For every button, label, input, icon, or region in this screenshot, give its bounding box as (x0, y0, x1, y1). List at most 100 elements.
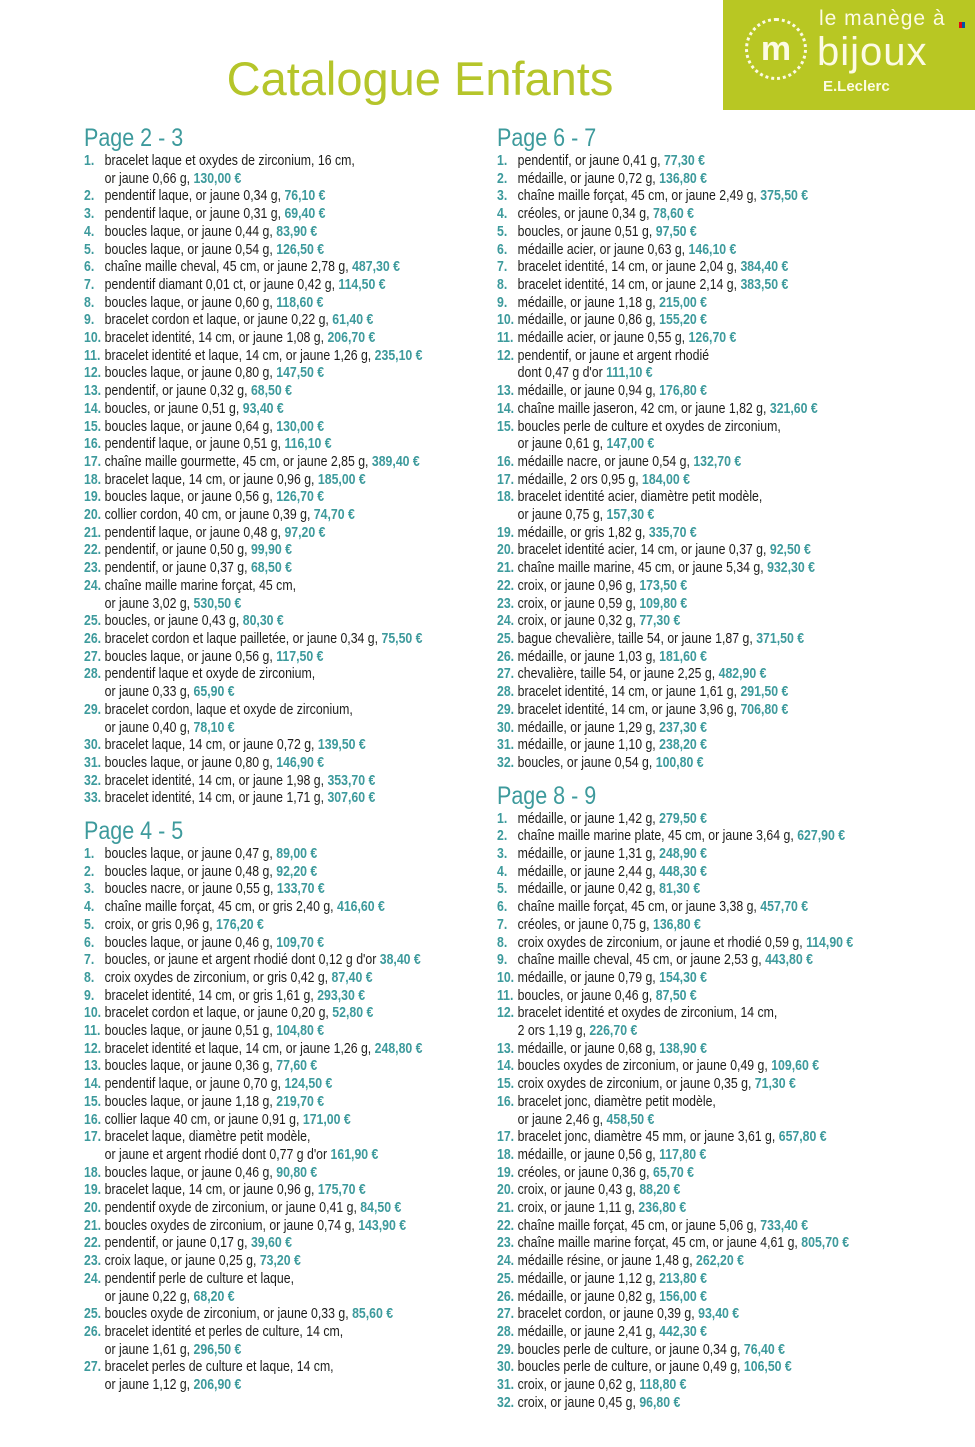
item-number: 10. (497, 969, 515, 986)
catalogue-item-continuation: dont 0,47 g d'or 111,10 € (497, 365, 893, 383)
catalogue-item: 19. boucles laque, or jaune 0,56 g, 126,7… (84, 489, 480, 507)
item-price: 130,00 € (276, 418, 325, 435)
item-price: 126,50 € (276, 241, 325, 258)
item-number: 1. (84, 153, 95, 169)
catalogue-item: 20. collier cordon, 40 cm, or jaune 0,39 … (84, 507, 480, 525)
emblem-letter: m (760, 30, 792, 68)
item-text: boucles laque, or jaune 0,60 g, (104, 294, 273, 311)
catalogue-item: 2. pendentif laque, or jaune 0,34 g, 76,1… (84, 188, 480, 206)
item-price: 416,60 € (337, 899, 385, 916)
item-number: 20. (497, 1182, 515, 1199)
item-number: 29. (497, 1341, 515, 1358)
item-description: bracelet jonc, diamètre petit modèle, (518, 1094, 716, 1112)
item-text: boucles laque, or jaune 0,36 g, (104, 1058, 273, 1075)
item-description-cont: or jaune 3,02 g, 530,50 € (105, 596, 242, 614)
item-description: croix, or jaune 0,45 g, 96,80 € (518, 1395, 681, 1413)
catalogue-section: Page 8 - 9 1. médaille, or jaune 1,42 g, 2… (497, 781, 893, 1413)
item-number: 22. (497, 1217, 515, 1234)
item-description: bracelet laque, 14 cm, or jaune 0,96 g, … (105, 472, 366, 490)
item-number: 26. (497, 648, 515, 665)
catalogue-item: 17. bracelet jonc, diamètre 45 mm, or jau… (497, 1129, 893, 1147)
item-text: pendentif, or jaune 0,50 g, (104, 542, 248, 559)
item-price: 114,50 € (338, 276, 386, 293)
item-description: bracelet identité, 14 cm, or jaune 1,08 … (105, 330, 376, 348)
item-text: bracelet laque, diamètre petit modèle, (104, 1129, 311, 1146)
item-text: bracelet jonc, diamètre 45 mm, or jaune … (517, 1129, 776, 1146)
item-number: 27. (497, 666, 515, 683)
item-text: bracelet identité et oxydes de zirconium… (517, 1005, 778, 1022)
item-description: médaille, or jaune 0,82 g, 156,00 € (518, 1289, 707, 1307)
item-number: 27. (84, 1359, 102, 1376)
item-number: 13. (497, 383, 515, 400)
item-number: 8. (84, 294, 95, 311)
item-description: chaîne maille gourmette, 45 cm, or jaune… (105, 454, 420, 472)
item-description: bracelet identité et laque, 14 cm, or ja… (105, 1041, 423, 1059)
item-text: médaille, or jaune 0,72 g, (517, 170, 656, 187)
catalogue-item: 23. chaîne maille marine forçat, 45 cm, o… (497, 1235, 893, 1253)
item-price: 69,40 € (284, 206, 326, 223)
item-number: 15. (84, 1093, 102, 1110)
item-price: 132,70 € (693, 453, 742, 470)
item-number: 16. (497, 453, 515, 470)
item-text: boucles laque, or jaune 0,54 g, (104, 241, 273, 258)
item-description: bracelet identité, 14 cm, or jaune 1,61 … (518, 684, 789, 702)
item-price: 84,50 € (360, 1200, 402, 1217)
catalogue-item: 27. bracelet cordon, or jaune 0,39 g, 93,… (497, 1306, 893, 1324)
catalogue-item-continuation: or jaune 2,46 g, 458,50 € (497, 1112, 893, 1130)
item-price: 335,70 € (648, 524, 697, 541)
item-text: médaille nacre, or jaune 0,54 g, (517, 453, 690, 470)
item-price: 248,90 € (659, 846, 708, 863)
item-number: 28. (84, 666, 102, 683)
item-number: 18. (497, 489, 515, 506)
catalogue-item: 10. médaille, or jaune 0,79 g, 154,30 € (497, 970, 893, 988)
item-text: boucles laque, or jaune 0,80 g, (104, 754, 273, 771)
catalogue-item: 18. bracelet identité acier, diamètre pet… (497, 489, 893, 507)
item-number: 7. (497, 259, 508, 276)
item-description: bracelet cordon et laque, or jaune 0,22 … (105, 312, 374, 330)
item-description: chaîne maille cheval, 45 cm, or jaune 2,… (105, 259, 400, 277)
item-description: boucles, or jaune 0,51 g, 93,40 € (105, 401, 284, 419)
item-text: chaîne maille marine, 45 cm, or jaune 5,… (517, 560, 764, 577)
item-description: boucles laque, or jaune 0,46 g, 109,70 € (105, 935, 324, 953)
item-number: 12. (84, 365, 102, 382)
item-text: croix laque, or jaune 0,25 g, (104, 1253, 257, 1270)
item-description: croix, or jaune 1,11 g, 236,80 € (518, 1200, 687, 1218)
item-number: 4. (84, 223, 95, 240)
item-description: bracelet identité, 14 cm, or jaune 2,04 … (518, 259, 789, 277)
item-text: bracelet laque et oxydes de zirconium, 1… (104, 153, 355, 169)
catalogue-item: 13. médaille, or jaune 0,68 g, 138,90 € (497, 1041, 893, 1059)
item-description: boucles perle de culture et oxydes de zi… (518, 419, 781, 437)
item-price: 77,30 € (663, 153, 705, 169)
item-price: 109,70 € (276, 934, 325, 951)
catalogue-item: 16. médaille nacre, or jaune 0,54 g, 132,… (497, 454, 893, 472)
item-text: bracelet identité, 14 cm, or jaune 1,08 … (104, 330, 325, 347)
item-description: médaille, or jaune 0,68 g, 138,90 € (518, 1041, 707, 1059)
item-price: 109,60 € (771, 1058, 820, 1075)
item-number: 29. (84, 701, 102, 718)
item-price: 171,00 € (302, 1111, 351, 1128)
item-text: pendentif, or jaune 0,32 g, (104, 383, 248, 400)
item-number: 7. (84, 276, 95, 293)
catalogue-item: 4. créoles, or jaune 0,34 g, 78,60 € (497, 206, 893, 224)
item-text: pendentif, or jaune et argent rhodié (517, 347, 710, 364)
item-price: 139,50 € (317, 737, 366, 754)
item-description: croix, or jaune 0,96 g, 173,50 € (518, 578, 688, 596)
item-description: boucles, or jaune 0,43 g, 80,30 € (105, 613, 284, 631)
item-text: pendentif laque et oxyde de zirconium, (104, 666, 316, 683)
item-number: 27. (497, 1306, 515, 1323)
catalogue-item: 1. pendentif, or jaune 0,41 g, 77,30 € (497, 153, 893, 171)
catalogue-item: 5. croix, or gris 0,96 g, 176,20 € (84, 917, 480, 935)
item-number: 23. (84, 1253, 102, 1270)
catalogue-item: 14. chaîne maille jaseron, 42 cm, or jaun… (497, 401, 893, 419)
catalogue-item: 5. médaille, or jaune 0,42 g, 81,30 € (497, 881, 893, 899)
catalogue-item: 6. chaîne maille cheval, 45 cm, or jaune … (84, 259, 480, 277)
item-number: 23. (497, 595, 515, 612)
item-number: 19. (497, 524, 515, 541)
item-number: 18. (84, 471, 102, 488)
item-text: boucles oxyde de zirconium, or jaune 0,3… (104, 1306, 349, 1323)
item-price: 38,40 € (379, 952, 421, 969)
catalogue-item: 32. boucles, or jaune 0,54 g, 100,80 € (497, 755, 893, 773)
catalogue-item: 26. bracelet identité et perles de cultur… (84, 1324, 480, 1342)
item-description: bracelet laque, 14 cm, or jaune 0,72 g, … (105, 737, 366, 755)
item-description-cont: or jaune 1,61 g, 296,50 € (105, 1342, 242, 1360)
